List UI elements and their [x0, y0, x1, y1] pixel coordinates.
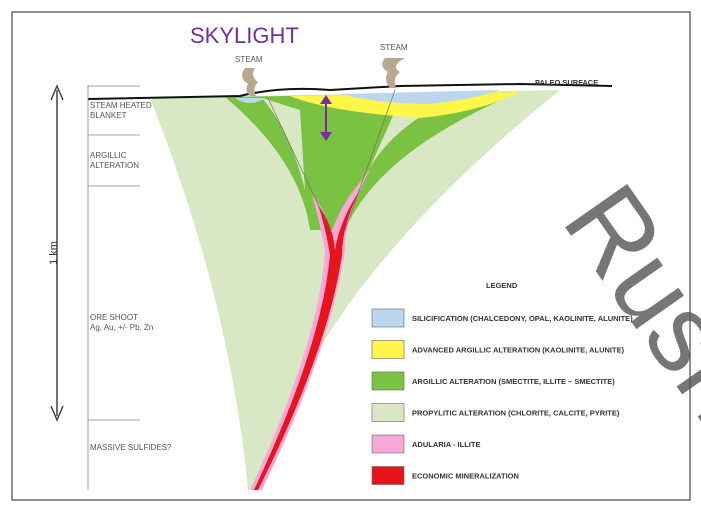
- zone-label: STEAM HEATED BLANKET: [90, 101, 152, 120]
- legend-label: ADVANCED ARGILLIC ALTERATION (KAOLINITE,…: [412, 346, 625, 355]
- zone-label: MASSIVE SULFIDES?: [90, 443, 172, 452]
- legend-swatch: [371, 371, 405, 391]
- legend-swatch: [371, 434, 405, 454]
- zone-label: ORE SHOOT Ag, Au, +/- Pb, Zn: [90, 313, 153, 332]
- legend-label: ADULARIA - ILLITE: [412, 440, 480, 449]
- silicification-zone: [340, 90, 500, 104]
- silicification-zone: [235, 98, 265, 103]
- propylitic-inlier: [262, 98, 305, 190]
- steam-label: STEAM: [380, 43, 408, 52]
- legend-label: SILICIFICATION (CHALCEDONY, OPAL, KAOLIN…: [412, 314, 633, 323]
- legend-label: ARGILLIC ALTERATION (SMECTITE, ILLITE – …: [412, 377, 615, 386]
- steam-plume: [242, 68, 258, 96]
- title: SKYLIGHT: [190, 23, 299, 48]
- legend-title: LEGEND: [486, 281, 518, 290]
- legend-swatch: [371, 403, 405, 422]
- legend: LEGEND SILICIFICATION (CHALCEDONY, OPAL,…: [371, 281, 633, 485]
- steam-label: STEAM: [235, 55, 263, 64]
- legend-swatch: [371, 308, 405, 328]
- paleo-surface: [87, 82, 613, 100]
- fault: [267, 97, 331, 231]
- surface-label: PALEO SURFACE: [535, 78, 598, 87]
- steam-plume: [382, 58, 405, 88]
- fault: [344, 89, 396, 231]
- legend-swatch: [371, 466, 405, 485]
- legend-swatch: [371, 340, 405, 359]
- legend-label: ECONOMIC MINERALIZATION: [412, 472, 519, 481]
- mineralization-vein: [254, 190, 360, 490]
- zone-label: ARGILLIC ALTERATION: [90, 151, 139, 170]
- scale-arrowheads: [50, 84, 64, 422]
- legend-label: PROPYLITIC ALTERATION (CHLORITE, CALCITE…: [412, 409, 620, 418]
- scale-label: 1 km: [48, 241, 60, 265]
- propylitic-zone: [150, 90, 560, 490]
- zone-ticks: [88, 85, 140, 421]
